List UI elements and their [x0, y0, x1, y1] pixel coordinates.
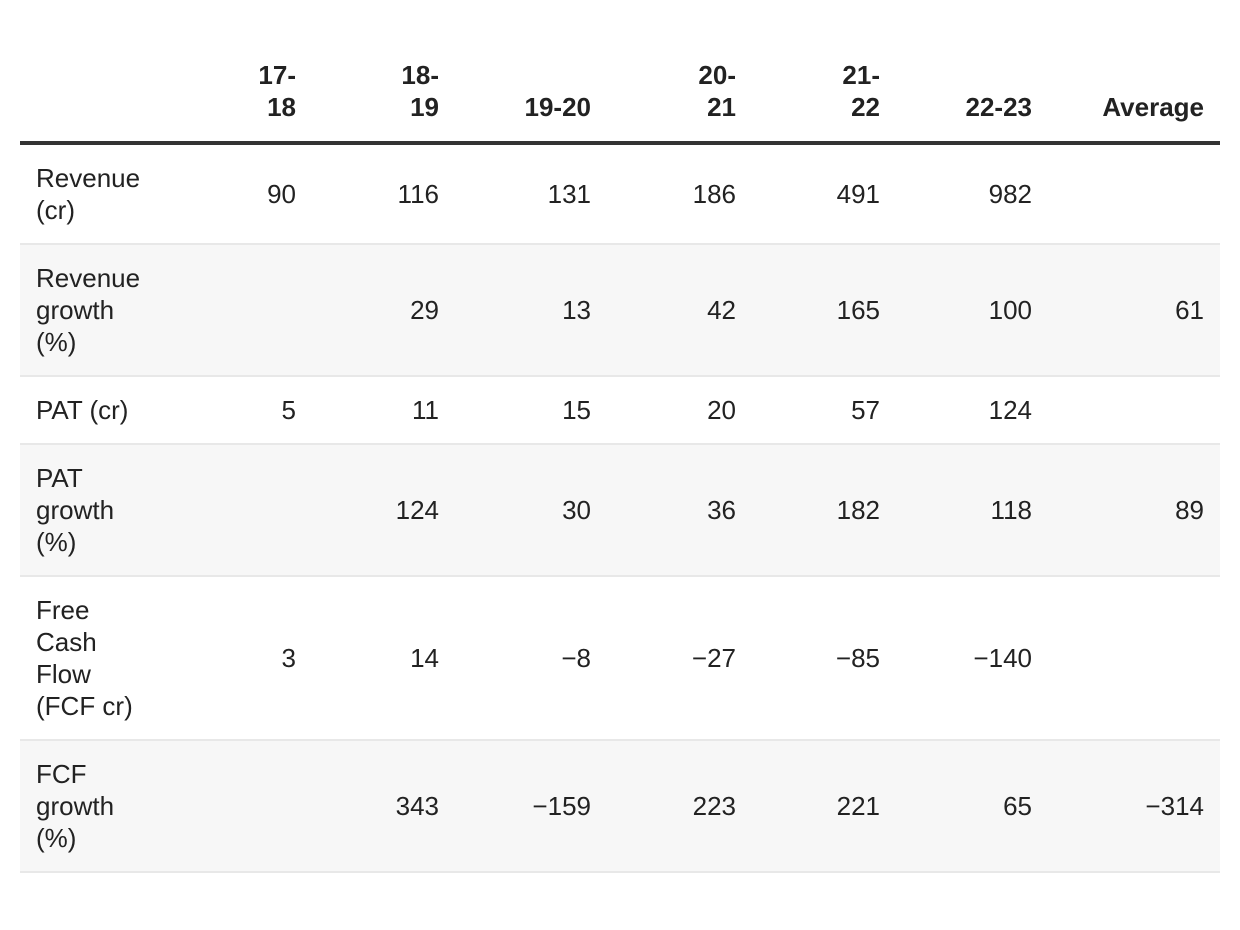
table-cell: 65: [896, 740, 1048, 873]
table-cell: [155, 444, 312, 577]
header-cell-19-20: 19-20: [524, 92, 592, 122]
table-cell: 20: [607, 376, 752, 445]
table-cell: [155, 244, 312, 377]
table-cell: 29: [312, 244, 455, 377]
row-label: Free Cash Flow (FCF cr): [20, 576, 155, 741]
row-label: FCF growth (%): [20, 740, 155, 873]
header-cell-17-18: 17-18: [155, 0, 312, 143]
table-row: PAT (cr) 5 11 15 20 57 124: [20, 376, 1220, 445]
table-cell: 223: [607, 740, 752, 873]
table-cell: 5: [155, 376, 312, 445]
header-text: 18-19: [401, 60, 439, 122]
table-cell: 131: [455, 143, 607, 245]
table-cell: 100: [896, 244, 1048, 377]
table-body: Revenue (cr) 90 116 131 186 491 982 Reve…: [20, 143, 1220, 873]
header-text: 20-21: [698, 60, 736, 122]
table-cell: 186: [607, 143, 752, 245]
table-cell: 165: [752, 244, 896, 377]
table-row: FCF growth (%) 343 −159 223 221 65 −314: [20, 740, 1220, 873]
header-cell-20-21: 20-21: [607, 0, 752, 143]
header-row: 17-18 18-19 19-20 20-21 21-22 22-23 Aver…: [20, 0, 1220, 143]
header-cell-label: [20, 0, 155, 143]
table-cell: 90: [155, 143, 312, 245]
table-cell: 221: [752, 740, 896, 873]
financial-table-container: 17-18 18-19 19-20 20-21 21-22 22-23 Aver…: [20, 0, 1220, 873]
table-cell: [155, 740, 312, 873]
table-cell: 13: [455, 244, 607, 377]
header-cell-average: Average: [1102, 92, 1204, 122]
table-cell: 89: [1048, 444, 1220, 577]
table-cell: 491: [752, 143, 896, 245]
table-cell: 14: [312, 576, 455, 741]
table-cell: 3: [155, 576, 312, 741]
table-cell: 57: [752, 376, 896, 445]
table-cell: 343: [312, 740, 455, 873]
header-cell-21-22: 21-22: [752, 0, 896, 143]
table-cell: [1048, 143, 1220, 245]
header-cell-18-19: 18-19: [312, 0, 455, 143]
table-cell: −27: [607, 576, 752, 741]
table-row: Revenue (cr) 90 116 131 186 491 982: [20, 143, 1220, 245]
table-row: Revenue growth (%) 29 13 42 165 100 61: [20, 244, 1220, 377]
table-cell: [1048, 376, 1220, 445]
table-cell: 124: [896, 376, 1048, 445]
row-label: PAT growth (%): [20, 444, 155, 577]
header-text: 21-22: [842, 60, 880, 122]
table-cell: 15: [455, 376, 607, 445]
table-cell: 182: [752, 444, 896, 577]
table-cell: [1048, 576, 1220, 741]
table-cell: 36: [607, 444, 752, 577]
table-cell: −140: [896, 576, 1048, 741]
table-cell: 61: [1048, 244, 1220, 377]
financial-table: 17-18 18-19 19-20 20-21 21-22 22-23 Aver…: [20, 0, 1220, 873]
header-text: 17-18: [258, 60, 296, 122]
row-label: PAT (cr): [20, 376, 155, 445]
table-row: PAT growth (%) 124 30 36 182 118 89: [20, 444, 1220, 577]
table-cell: −314: [1048, 740, 1220, 873]
table-cell: 982: [896, 143, 1048, 245]
table-cell: 116: [312, 143, 455, 245]
row-label: Revenue growth (%): [20, 244, 155, 377]
table-cell: −8: [455, 576, 607, 741]
header-cell-22-23: 22-23: [965, 92, 1033, 122]
table-cell: 30: [455, 444, 607, 577]
row-label: Revenue (cr): [20, 143, 155, 245]
table-row: Free Cash Flow (FCF cr) 3 14 −8 −27 −85 …: [20, 576, 1220, 741]
table-cell: −85: [752, 576, 896, 741]
table-cell: −159: [455, 740, 607, 873]
table-cell: 124: [312, 444, 455, 577]
table-header: 17-18 18-19 19-20 20-21 21-22 22-23 Aver…: [20, 0, 1220, 143]
table-cell: 118: [896, 444, 1048, 577]
table-cell: 42: [607, 244, 752, 377]
table-cell: 11: [312, 376, 455, 445]
